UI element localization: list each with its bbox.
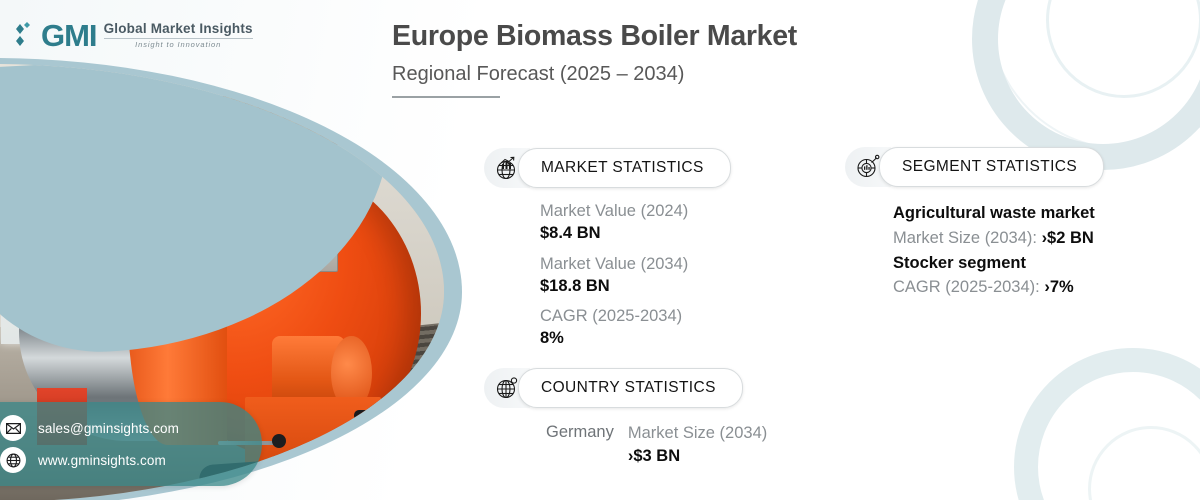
title-underline: [392, 95, 500, 98]
segment-item-1-title: Agricultural waste market: [893, 204, 1095, 222]
market-value-2034-label: Market Value (2034): [540, 254, 689, 273]
contact-email-row[interactable]: sales@gminsights.com: [0, 412, 262, 444]
segment-item-1-line: Market Size (2034): ›$2 BN: [893, 226, 1104, 251]
segment-item-2-metric: CAGR (2025-2034):: [893, 278, 1045, 297]
logo-company-name: Global Market Insights: [103, 20, 253, 36]
brand-logo[interactable]: GMI Global Market Insights Insight to In…: [14, 20, 253, 51]
market-cagr-value: 8%: [540, 329, 564, 348]
contact-panel: sales@gminsights.com www.gminsights.com: [0, 402, 262, 486]
segment-item-2-title: Stocker segment: [893, 253, 1026, 272]
country-metric-group: Market Size (2034) ›$3 BN: [628, 422, 767, 468]
segment-item-1-metric: Market Size (2034):: [893, 228, 1042, 247]
segment-item-2-value: ›7%: [1044, 278, 1074, 297]
country-statistics-rows: Germany Market Size (2034) ›$3 BN: [484, 408, 767, 468]
country-name: Germany: [546, 423, 614, 441]
logo-tagline: Insight to Innovation: [135, 40, 222, 50]
logo-wordmark: Global Market Insights Insight to Innova…: [103, 20, 253, 50]
logo-divider: [103, 38, 253, 40]
country-row: Germany Market Size (2034) ›$3 BN: [546, 422, 767, 468]
market-value-2024-value: $8.4 BN: [540, 224, 601, 243]
gmi-diamond-icon: [14, 21, 34, 51]
market-statistics-panel: MARKET STATISTICS Market Value (2024) $8…: [484, 148, 731, 358]
country-metric-value: ›$3 BN: [627, 447, 681, 466]
page-subtitle: Regional Forecast (2025 – 2034): [392, 62, 685, 85]
market-statistics-rows: Market Value (2024) $8.4 BN Market Value…: [484, 188, 731, 350]
country-statistics-label: COUNTRY STATISTICS: [518, 368, 743, 408]
country-statistics-header: COUNTRY STATISTICS: [484, 368, 767, 408]
envelope-icon: [0, 415, 26, 441]
page-title: Europe Biomass Boiler Market: [392, 20, 797, 52]
globe-icon: [0, 447, 26, 473]
segment-item-1-value: ›$2 BN: [1041, 228, 1094, 247]
segment-statistics-panel: SEGMENT STATISTICS Agricultural waste ma…: [845, 147, 1105, 300]
scene-knob-secondary: [353, 410, 370, 422]
scene-knob: [272, 434, 287, 449]
country-statistics-panel: COUNTRY STATISTICS Germany Market Size (…: [484, 368, 767, 468]
segment-statistics-rows: Agricultural waste market Market Size (2…: [845, 187, 1104, 300]
segment-statistics-header: SEGMENT STATISTICS: [845, 147, 1105, 187]
header: Europe Biomass Boiler Market Regional Fo…: [392, 20, 797, 98]
segment-statistics-label: SEGMENT STATISTICS: [879, 147, 1105, 187]
contact-email: sales@gminsights.com: [38, 420, 180, 436]
market-cagr-label: CAGR (2025-2034): [540, 307, 683, 326]
market-statistics-label: MARKET STATISTICS: [518, 148, 731, 188]
contact-website: www.gminsights.com: [38, 452, 166, 468]
market-statistics-header: MARKET STATISTICS: [484, 148, 731, 188]
market-value-2024-label: Market Value (2024): [540, 202, 689, 220]
contact-website-row[interactable]: www.gminsights.com: [0, 444, 262, 476]
market-value-2034-value: $18.8 BN: [540, 276, 610, 295]
segment-item-2-line: CAGR (2025-2034): ›7%: [893, 275, 1104, 300]
country-metric-label: Market Size (2034): [627, 424, 768, 442]
logo-mark-text: GMI: [41, 18, 98, 53]
